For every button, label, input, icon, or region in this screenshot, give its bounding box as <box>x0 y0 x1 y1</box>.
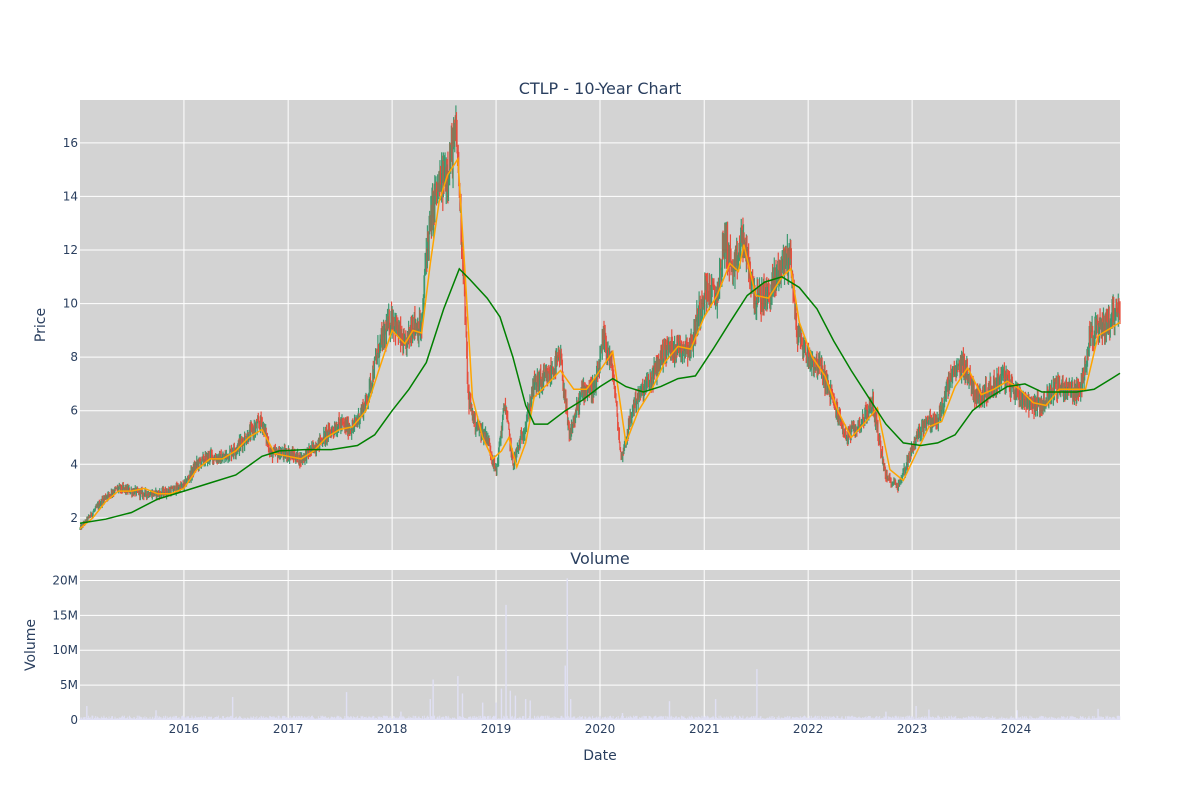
x-tick-label: 2022 <box>793 722 824 736</box>
volume-panel: 0 5M 10M 15M 20M 2016 2017 2018 2019 2020 2021 202… <box>23 549 1121 764</box>
ma-long-line <box>79 267 1121 524</box>
volume-y-ticks: 0 5M 10M 15M 20M <box>52 573 78 727</box>
price-y-tick-label: 6 <box>70 404 78 418</box>
volume-chart-title: Volume <box>570 549 630 568</box>
x-tick-label: 2017 <box>273 722 304 736</box>
price-y-tick-label: 16 <box>63 136 78 150</box>
volume-y-tick-label: 10M <box>52 643 78 657</box>
price-y-tick-label: 8 <box>70 350 78 364</box>
x-tick-label: 2018 <box>377 722 408 736</box>
x-tick-label: 2020 <box>585 722 616 736</box>
volume-y-tick-label: 15M <box>52 608 78 622</box>
price-panel: 2 4 6 8 10 12 14 16 CTLP - 10-Year Chart Price <box>33 79 1121 550</box>
x-ticks: 2016 2017 2018 2019 2020 2021 2022 2023 2024 <box>169 722 1032 736</box>
price-y-ticks: 2 4 6 8 10 12 14 16 <box>63 136 78 525</box>
volume-y-tick-label: 0 <box>70 713 78 727</box>
price-chart-title: CTLP - 10-Year Chart <box>519 79 682 98</box>
price-gridlines <box>80 100 1120 550</box>
x-tick-label: 2016 <box>169 722 200 736</box>
volume-bars <box>79 578 1121 720</box>
ma-short-line <box>79 156 1121 530</box>
volume-y-tick-label: 20M <box>52 573 78 587</box>
price-y-tick-label: 12 <box>63 243 78 257</box>
x-tick-label: 2021 <box>689 722 720 736</box>
x-tick-label: 2024 <box>1001 722 1032 736</box>
price-y-tick-label: 2 <box>70 511 78 525</box>
x-tick-label: 2019 <box>481 722 512 736</box>
price-y-tick-label: 4 <box>70 457 78 471</box>
volume-y-axis-label: Volume <box>23 619 39 671</box>
x-axis-label: Date <box>583 748 616 764</box>
x-tick-label: 2023 <box>897 722 928 736</box>
volume-y-tick-label: 5M <box>60 678 78 692</box>
price-y-axis-label: Price <box>33 308 49 342</box>
price-y-tick-label: 14 <box>63 189 78 203</box>
price-y-tick-label: 10 <box>63 297 78 311</box>
